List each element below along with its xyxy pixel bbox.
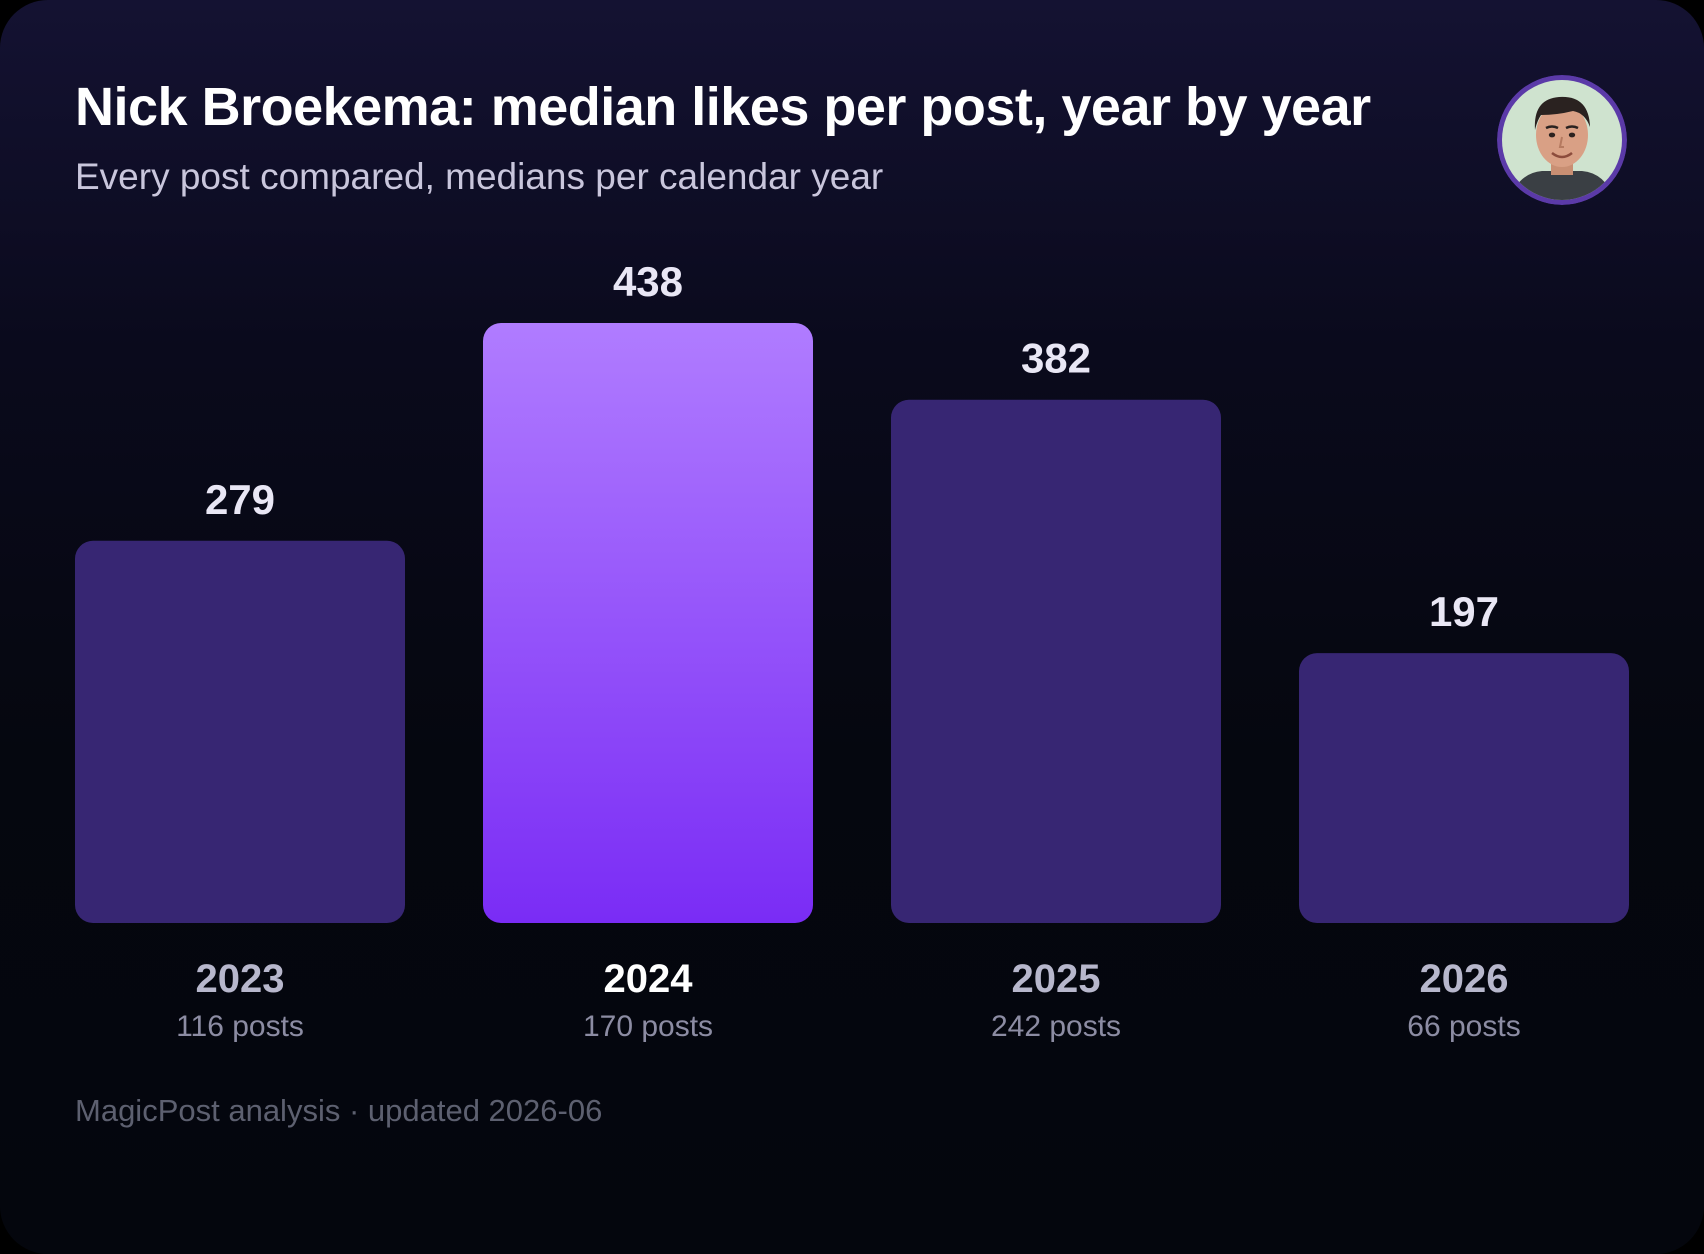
bar-2026 bbox=[1299, 653, 1629, 923]
year-label-2023: 2023 bbox=[196, 957, 285, 1001]
page-subtitle: Every post compared, medians per calenda… bbox=[75, 156, 884, 197]
posts-label-2026: 66 posts bbox=[1407, 1010, 1520, 1043]
posts-label-2025: 242 posts bbox=[991, 1010, 1121, 1043]
person-portrait-icon bbox=[1497, 75, 1627, 205]
page-title: Nick Broekema: median likes per post, ye… bbox=[75, 77, 1371, 137]
bar-2024 bbox=[483, 323, 813, 923]
value-label-2025: 382 bbox=[1021, 335, 1091, 382]
posts-label-2023: 116 posts bbox=[176, 1010, 304, 1043]
footer-note: MagicPost analysis · updated 2026-06 bbox=[75, 1093, 603, 1128]
year-label-2026: 2026 bbox=[1420, 957, 1509, 1001]
bar-2025 bbox=[891, 399, 1221, 923]
value-label-2024: 438 bbox=[613, 258, 683, 305]
value-label-2023: 279 bbox=[205, 476, 275, 523]
avatar bbox=[1497, 75, 1627, 205]
bar-2023 bbox=[75, 540, 405, 923]
posts-label-2024: 170 posts bbox=[583, 1010, 713, 1043]
year-label-2025: 2025 bbox=[1012, 957, 1101, 1001]
value-label-2026: 197 bbox=[1429, 588, 1499, 635]
year-label-2024: 2024 bbox=[604, 957, 694, 1001]
